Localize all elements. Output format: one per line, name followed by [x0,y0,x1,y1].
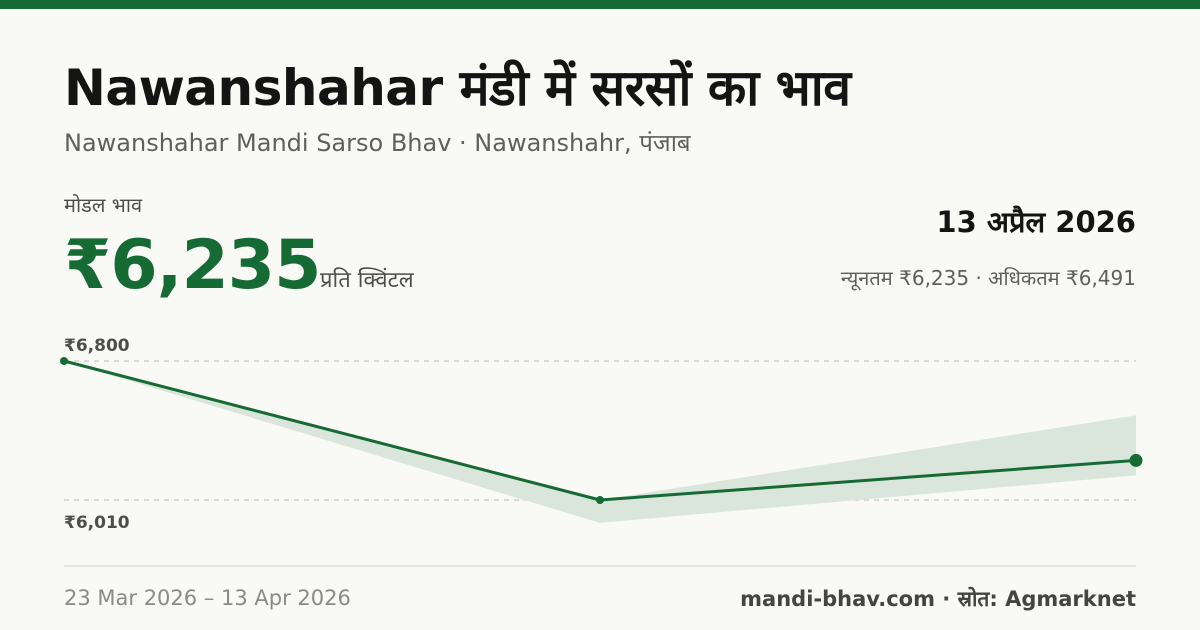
date-range: 23 Mar 2026 – 13 Apr 2026 [64,586,351,610]
min-max-band [64,361,1136,523]
min-max-price: न्यूनतम ₹6,235 · अधिकतम ₹6,491 [840,266,1136,290]
page-subtitle: Nawanshahar Mandi Sarso Bhav · Nawanshah… [64,129,691,157]
y-tick-label-2: ₹6,010 [64,513,130,533]
page-title: Nawanshahar मंडी में सरसों का भाव [64,59,851,117]
price-date: 13 अप्रैल 2026 [936,205,1136,239]
modal-price-value: ₹6,235 [64,226,321,305]
gridlines [64,360,1136,501]
footer-divider [64,565,1136,567]
data-point-1 [60,357,68,365]
y-tick-label-1: ₹6,800 [64,336,130,356]
modal-price-label: मोडल भाव [64,193,143,217]
data-point-2 [596,496,604,504]
price-trend-chart: ₹6,800 ₹6,010 [60,336,1143,533]
min-max-band-group [64,361,1136,523]
y-tick-labels: ₹6,800 ₹6,010 [64,336,130,533]
data-points [60,357,1143,504]
price-unit: प्रति क्विंटल [320,268,414,293]
data-point-3 [1129,453,1143,467]
source-credit: mandi-bhav.com · स्रोत: Agmarknet [740,587,1136,611]
top-accent-bar [0,0,1200,9]
